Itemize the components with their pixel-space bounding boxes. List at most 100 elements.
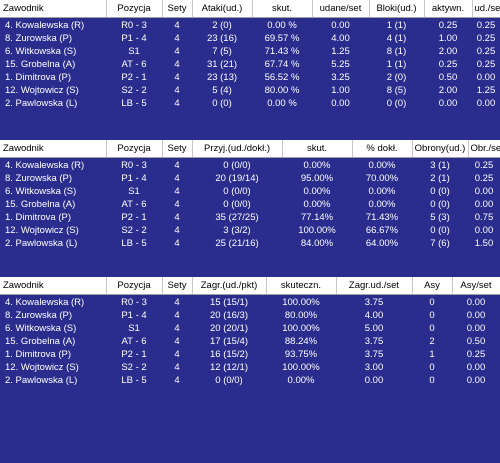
column-header[interactable]: Sety [162, 0, 193, 18]
stat-cell: S1 [128, 46, 140, 57]
stat-cell: 0.00% [368, 186, 396, 197]
stat-cell: 4 [174, 323, 180, 334]
stat-cell: 5.25 [331, 59, 350, 70]
stat-cell: 0.25 [438, 20, 458, 31]
stat-cell: 25 (21/16) [215, 238, 259, 249]
column-header[interactable]: Obrony(ud.) [412, 140, 469, 158]
column-header[interactable]: Sety [162, 277, 193, 295]
table-header-row: Zawodnik Pozycja Sety Zagr.(ud./pkt) sku… [0, 277, 500, 295]
column-header[interactable]: skut. [252, 0, 313, 18]
table-row[interactable]: 6. Witkowska (S) S1 4 20 (20/1) 100.00% 5.00 0… [0, 322, 500, 335]
stat-cell: S2 - 2 [121, 362, 147, 373]
stat-cell: 0.25 [466, 349, 486, 360]
player-name-cell: 8. Zurowska (P) [5, 33, 73, 44]
table-row[interactable]: 12. Wojtowicz (S) S2 - 2 4 12 (12/1) 100.00%… [0, 361, 500, 374]
stat-cell: 4 [174, 98, 180, 109]
column-header[interactable]: Zagr.ud./set [336, 277, 413, 295]
stat-cell: P2 - 1 [121, 212, 147, 223]
column-header[interactable]: skuteczn. [266, 277, 337, 295]
player-name-cell: 1. Dimitrova (P) [5, 349, 71, 360]
stat-cell: 4 [174, 186, 180, 197]
column-header[interactable]: skut. [282, 140, 353, 158]
player-name-cell: 4. Kowalewska (R) [5, 297, 85, 308]
stat-cell: 0.00 [474, 186, 494, 197]
stat-cell: 7 (5) [212, 46, 232, 57]
stat-cell: 71.43 % [264, 46, 300, 57]
stat-cell: 4 [174, 349, 180, 360]
column-header[interactable]: Zawodnik [0, 140, 107, 158]
player-name-cell: 2. Pawlowska (L) [5, 375, 78, 386]
table-row[interactable]: 15. Grobelna (A) AT - 6 4 31 (21) 67.74 % 5.2… [0, 58, 500, 71]
stat-cell: 8 (5) [386, 85, 407, 96]
stat-cell: 0 (0) [430, 186, 450, 197]
column-header[interactable]: Pozycja [106, 0, 163, 18]
player-name-cell: 6. Witkowska (S) [5, 186, 77, 197]
stat-cell: 0 [429, 375, 435, 386]
column-header[interactable]: % dokł. [352, 140, 413, 158]
column-header[interactable]: Pozycja [106, 140, 163, 158]
stat-cell: 0 [429, 297, 435, 308]
table-row[interactable]: 1. Dimitrova (P) P2 - 1 4 16 (15/2) 93.75% 3.… [0, 348, 500, 361]
table-row[interactable]: 15. Grobelna (A) AT - 6 4 0 (0/0) 0.00% 0.00%… [0, 198, 500, 211]
table-row[interactable]: 1. Dimitrova (P) P2 - 1 4 23 (13) 56.52 % 3.2… [0, 71, 500, 84]
stat-cell: 56.52 % [264, 72, 300, 83]
column-header[interactable]: Bloki(ud.) [369, 0, 425, 18]
table-row[interactable]: 2. Pawlowska (L) LB - 5 4 0 (0/0) 0.00% 0.00 0… [0, 374, 500, 387]
stat-cell: 0.00 [476, 72, 496, 83]
stat-cell: 3.75 [364, 297, 384, 308]
player-name-cell: 15. Grobelna (A) [5, 199, 76, 210]
table-row[interactable]: 12. Wojtowicz (S) S2 - 2 4 5 (4) 80.00 % 1.00… [0, 84, 500, 97]
column-header[interactable]: Zawodnik [0, 0, 107, 18]
table-row[interactable]: 4. Kowalewska (R) R0 - 3 4 0 (0/0) 0.00% 0.00… [0, 158, 500, 173]
table-row[interactable]: 8. Zurowska (P) P1 - 4 4 23 (16) 69.57 % 4.00… [0, 32, 500, 45]
stat-cell: 0.00% [303, 186, 331, 197]
stat-cell: 4 [174, 85, 180, 96]
stat-cell: 2.00 [438, 85, 458, 96]
table-row[interactable]: 4. Kowalewska (R) R0 - 3 4 2 (0) 0.00 % 0.00 1… [0, 18, 500, 33]
stat-cell: 0.00 [466, 375, 486, 386]
stat-cell: 1 (1) [386, 20, 407, 31]
column-header[interactable]: Sety [162, 140, 193, 158]
stat-cell: 0 (0/0) [223, 186, 251, 197]
stat-cell: 4 [174, 225, 180, 236]
stat-cell: 0 [429, 323, 435, 334]
stat-cell: 12 (12/1) [209, 362, 249, 373]
stat-cell: 0.25 [474, 173, 494, 184]
stat-cell: 3 (1) [430, 160, 450, 171]
stat-cell: 0 [429, 362, 435, 373]
column-header[interactable]: udane/set [312, 0, 370, 18]
column-header[interactable]: ud./se [472, 0, 500, 18]
table-row[interactable]: 12. Wojtowicz (S) S2 - 2 4 3 (3/2) 100.00% 66… [0, 224, 500, 237]
table-row[interactable]: 6. Witkowska (S) S1 4 0 (0/0) 0.00% 0.00% 0 (0… [0, 185, 500, 198]
column-header[interactable]: Asy/set [452, 277, 500, 295]
stat-cell: 0 (0) [386, 98, 407, 109]
column-header[interactable]: Zawodnik [0, 277, 107, 295]
stat-cell: 70.00% [365, 173, 399, 184]
table-row[interactable]: 4. Kowalewska (R) R0 - 3 4 15 (15/1) 100.00%… [0, 295, 500, 310]
column-header[interactable]: Asy [412, 277, 453, 295]
table-row[interactable]: 6. Witkowska (S) S1 4 7 (5) 71.43 % 1.25 8 (1)… [0, 45, 500, 58]
column-header[interactable]: Zagr.(ud./pkt) [192, 277, 267, 295]
stat-cell: 71.43% [365, 212, 399, 223]
player-name-cell: 15. Grobelna (A) [5, 59, 76, 70]
column-header[interactable]: Przyj.(ud./dokł.) [192, 140, 283, 158]
table-row[interactable]: 2. Pawlowska (L) LB - 5 4 25 (21/16) 84.00% 6… [0, 237, 500, 250]
column-header[interactable]: Pozycja [106, 277, 163, 295]
table-row[interactable]: 15. Grobelna (A) AT - 6 4 17 (15/4) 88.24% 3.… [0, 335, 500, 348]
table-row[interactable]: 1. Dimitrova (P) P2 - 1 4 35 (27/25) 77.14% 7… [0, 211, 500, 224]
player-name-cell: 1. Dimitrova (P) [5, 212, 71, 223]
stat-cell: 0 (0) [212, 98, 232, 109]
column-header[interactable]: Obr./se [468, 140, 500, 158]
stat-cell: 4.00 [331, 33, 350, 44]
table-row[interactable]: 8. Zurowska (P) P1 - 4 4 20 (16/3) 80.00% 4.0… [0, 309, 500, 322]
stat-cell: 23 (13) [206, 72, 238, 83]
stat-cell: 0 (0/0) [215, 375, 243, 386]
table-row[interactable]: 2. Pawlowska (L) LB - 5 4 0 (0) 0.00 % 0.00 0 … [0, 97, 500, 110]
stat-cell: 1 [429, 349, 435, 360]
player-name-cell: 4. Kowalewska (R) [5, 20, 85, 31]
column-header[interactable]: Ataki(ud.) [192, 0, 253, 18]
stat-cell: 0.00% [303, 199, 331, 210]
table-row[interactable]: 8. Zurowska (P) P1 - 4 4 20 (19/14) 95.00% 70… [0, 172, 500, 185]
column-header[interactable]: aktywn. [424, 0, 473, 18]
